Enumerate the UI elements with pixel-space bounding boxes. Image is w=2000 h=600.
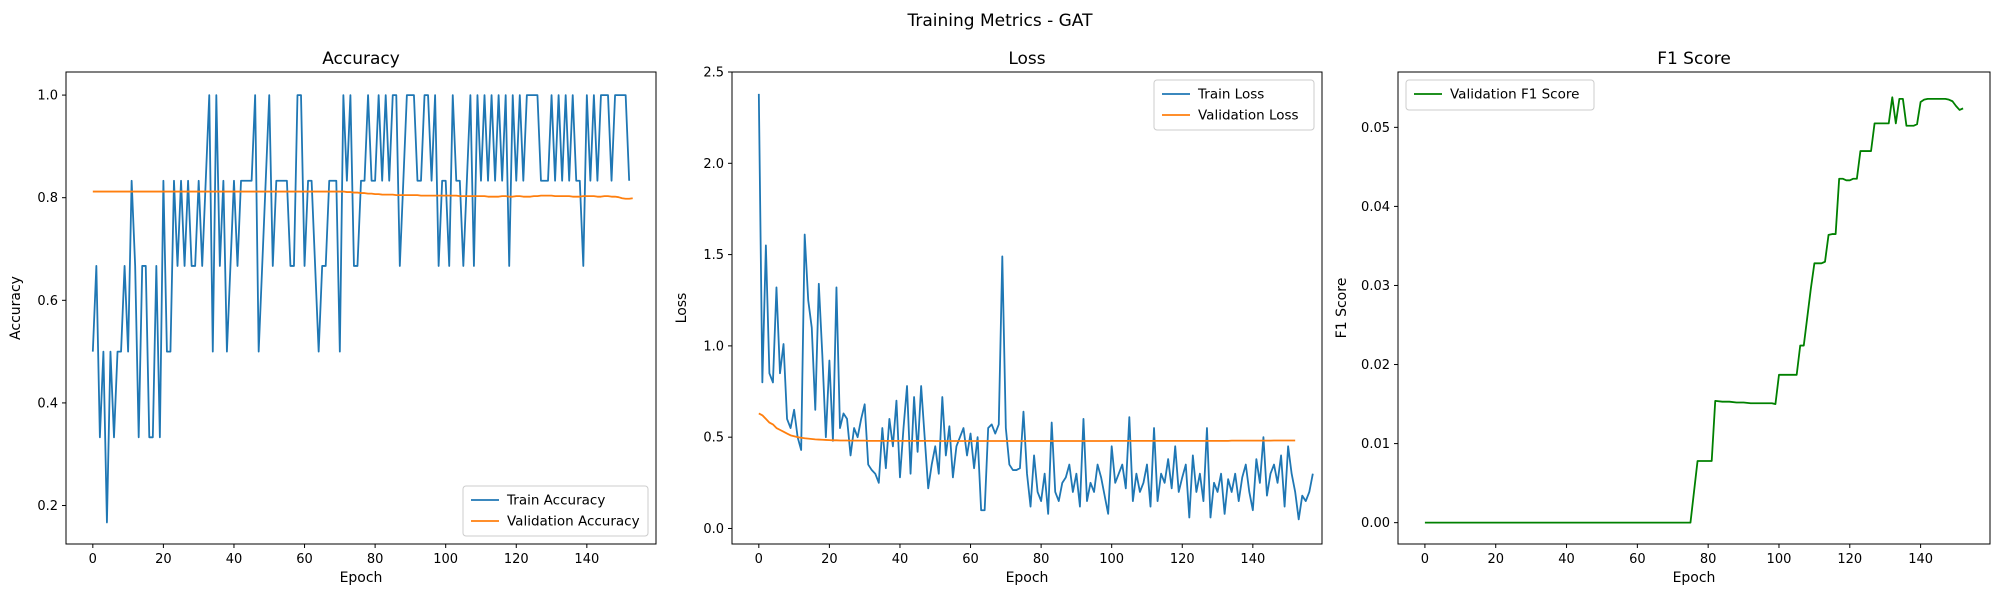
f1-score-axes: F1 Score 0 20 40 60 80 100 120 140 0.00 0.01 0.02 0.… bbox=[1334, 49, 1991, 586]
loss-plot-frame bbox=[731, 71, 1323, 545]
x-tick-label: 120 bbox=[1837, 552, 1862, 567]
legend-box bbox=[1405, 79, 1595, 111]
y-tick-label: 0.01 bbox=[1361, 437, 1390, 452]
x-tick-label: 120 bbox=[504, 552, 529, 567]
x-tick-label: 80 bbox=[1700, 552, 1717, 567]
f1-score-y-axis-label: F1 Score bbox=[1334, 278, 1350, 339]
y-tick-label: 0.04 bbox=[1361, 200, 1390, 215]
accuracy-axes-title: Accuracy bbox=[322, 49, 400, 69]
f1-score-plot-frame bbox=[1397, 71, 1991, 545]
y-tick-label: 0.5 bbox=[703, 431, 724, 446]
series-line-train-loss bbox=[757, 93, 1314, 521]
figure-suptitle: Training Metrics - GAT bbox=[907, 11, 1094, 31]
loss-axes-title: Loss bbox=[1008, 49, 1045, 69]
f1-score-x-axis-label: Epoch bbox=[1673, 570, 1716, 586]
axes-layer: Accuracy 0 20 40 60 80 100 120 140 0.2 0.4 0.6 0.8 1.… bbox=[8, 49, 1991, 586]
legend-box bbox=[462, 485, 649, 537]
x-tick-label: 60 bbox=[1629, 552, 1646, 567]
legend-label: Validation F1 Score bbox=[1450, 87, 1579, 103]
x-tick-label: 20 bbox=[821, 552, 838, 567]
y-tick-label: 0.8 bbox=[37, 191, 58, 206]
y-tick-label: 0.4 bbox=[37, 396, 58, 411]
x-tick-label: 40 bbox=[226, 552, 243, 567]
x-tick-label: 0 bbox=[1421, 552, 1429, 567]
x-tick-label: 120 bbox=[1170, 552, 1195, 567]
accuracy-y-axis-label: Accuracy bbox=[8, 276, 24, 340]
x-tick-label: 60 bbox=[962, 552, 979, 567]
loss-x-axis-label: Epoch bbox=[1006, 570, 1049, 586]
x-tick-label: 140 bbox=[574, 552, 599, 567]
loss-legend: Train Loss Validation Loss bbox=[1153, 79, 1315, 131]
legend-label: Validation Accuracy bbox=[507, 514, 640, 530]
x-tick-label: 0 bbox=[755, 552, 763, 567]
x-tick-label: 140 bbox=[1908, 552, 1933, 567]
x-tick-label: 60 bbox=[296, 552, 313, 567]
accuracy-axes: Accuracy 0 20 40 60 80 100 120 140 0.2 0.4 0.6 0.8 1.… bbox=[8, 49, 657, 586]
y-tick-label: 1.0 bbox=[703, 339, 724, 354]
x-tick-label: 20 bbox=[1487, 552, 1504, 567]
y-tick-label: 1.0 bbox=[37, 89, 58, 104]
x-tick-label: 80 bbox=[1033, 552, 1050, 567]
x-tick-label: 0 bbox=[89, 552, 97, 567]
series-line-validation-accuracy bbox=[92, 190, 633, 200]
x-tick-label: 40 bbox=[1558, 552, 1575, 567]
loss-axes: Loss 0 20 40 60 80 100 120 140 0.0 0.5 1.0 1.5 2.0 2.5… bbox=[674, 49, 1323, 586]
y-tick-label: 0.0 bbox=[703, 522, 724, 537]
y-tick-label: 0.00 bbox=[1361, 516, 1390, 531]
y-tick-label: 2.0 bbox=[703, 157, 724, 172]
legend-label: Train Loss bbox=[1197, 87, 1264, 103]
loss-y-axis-label: Loss bbox=[674, 293, 690, 324]
series-line-train-accuracy bbox=[91, 94, 631, 524]
y-tick-label: 0.2 bbox=[37, 499, 58, 514]
x-tick-label: 140 bbox=[1240, 552, 1265, 567]
y-tick-label: 1.5 bbox=[703, 248, 724, 263]
x-tick-label: 100 bbox=[1767, 552, 1792, 567]
f1-score-legend: Validation F1 Score bbox=[1405, 79, 1595, 111]
f1-score-axes-title: F1 Score bbox=[1657, 49, 1731, 69]
x-tick-label: 20 bbox=[155, 552, 172, 567]
x-tick-label: 100 bbox=[1099, 552, 1124, 567]
x-tick-label: 40 bbox=[892, 552, 909, 567]
y-tick-label: 0.05 bbox=[1361, 121, 1390, 136]
y-tick-label: 0.02 bbox=[1361, 358, 1390, 373]
x-tick-label: 100 bbox=[433, 552, 458, 567]
legend-label: Train Accuracy bbox=[506, 493, 605, 509]
accuracy-x-axis-label: Epoch bbox=[340, 570, 383, 586]
accuracy-plot-frame bbox=[65, 71, 657, 545]
y-tick-label: 2.5 bbox=[703, 66, 724, 81]
series-line-validation-f1-score bbox=[1424, 96, 1964, 524]
y-tick-label: 0.6 bbox=[37, 294, 58, 309]
legend-box bbox=[1153, 79, 1315, 131]
accuracy-legend: Train Accuracy Validation Accuracy bbox=[462, 485, 649, 537]
legend-label: Validation Loss bbox=[1198, 108, 1299, 124]
y-tick-label: 0.03 bbox=[1361, 279, 1390, 294]
series-line-validation-loss bbox=[758, 412, 1296, 442]
x-tick-label: 80 bbox=[367, 552, 384, 567]
